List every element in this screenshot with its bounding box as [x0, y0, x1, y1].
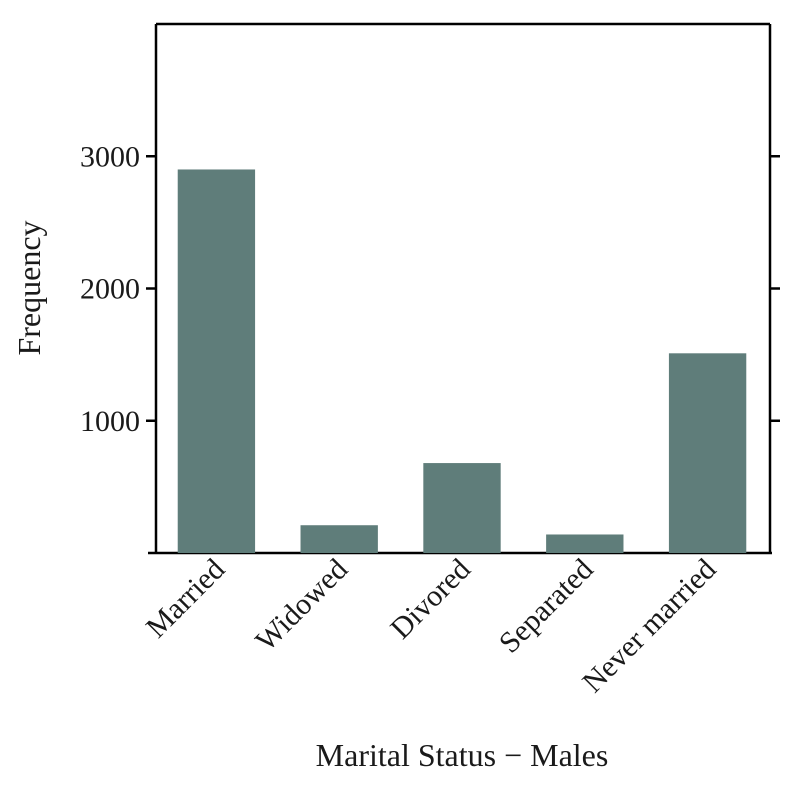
x-axis-title: Marital Status − Males — [316, 737, 609, 773]
y-tick-label: 2000 — [80, 273, 140, 306]
bar-never-married — [668, 353, 747, 553]
bar-divored — [423, 463, 501, 553]
bar-widowed — [300, 525, 378, 553]
x-tick-label-widowed: Widowed — [249, 553, 354, 658]
y-axis-title: Frequency — [11, 220, 47, 355]
y-tick-label: 3000 — [80, 140, 140, 173]
x-tick-label-separated: Separated — [493, 553, 600, 660]
x-tick-label-divored: Divored — [384, 553, 477, 646]
bar-married — [177, 169, 256, 553]
x-tick-label-married: Married — [140, 553, 232, 645]
y-axis-ticks: 1000 2000 3000 — [80, 140, 780, 438]
bar-separated — [546, 534, 624, 553]
bars-group — [177, 169, 747, 553]
y-tick-label: 1000 — [80, 405, 140, 438]
